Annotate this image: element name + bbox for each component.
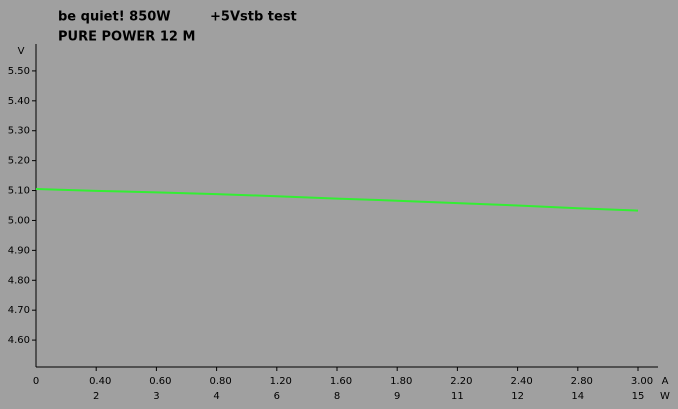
y-tick-label: 5.30 [8,126,30,137]
y-tick-label: 4.60 [8,335,30,346]
chart-subtitle: +5Vstb test [210,10,297,25]
y-tick-label: 4.80 [8,275,30,286]
x-tick-label: 3.00 [631,376,653,387]
x2-tick-label: 9 [394,391,400,402]
x-tick-label: 2.20 [450,376,472,387]
x2-tick-label: 6 [274,391,280,402]
x-tick-label: 0.80 [209,376,231,387]
y-tick-label: 5.50 [8,66,30,77]
y-axis-label: V [18,46,25,57]
x2-axis-label: W [660,391,670,402]
x-tick-label: 2.40 [510,376,532,387]
x2-tick-label: 3 [153,391,159,402]
x-tick-label: 0 [33,376,39,387]
y-tick-label: 5.20 [8,156,30,167]
x2-tick-label: 14 [571,391,584,402]
x-tick-label: 1.60 [330,376,352,387]
x2-tick-label: 8 [334,391,340,402]
y-tick-label: 5.40 [8,96,30,107]
y-tick-label: 4.90 [8,245,30,256]
model-label: PURE POWER 12 M [58,30,195,45]
x2-tick-label: 11 [451,391,464,402]
x-tick-label: 1.20 [270,376,292,387]
chart-title: be quiet! 850W [58,10,171,25]
x-tick-label: 0.60 [149,376,171,387]
x-tick-label: 1.80 [390,376,412,387]
x2-tick-label: 12 [511,391,524,402]
y-tick-label: 4.70 [8,305,30,316]
y-tick-label: 5.10 [8,186,30,197]
data-line [35,188,639,212]
x-tick-label: 2.80 [571,376,593,387]
x-tick-label: 0.40 [89,376,111,387]
y-tick-label: 5.00 [8,215,30,226]
x2-tick-label: 4 [213,391,219,402]
x-axis-label: A [662,376,669,387]
x2-tick-label: 2 [93,391,99,402]
x2-tick-label: 15 [632,391,645,402]
